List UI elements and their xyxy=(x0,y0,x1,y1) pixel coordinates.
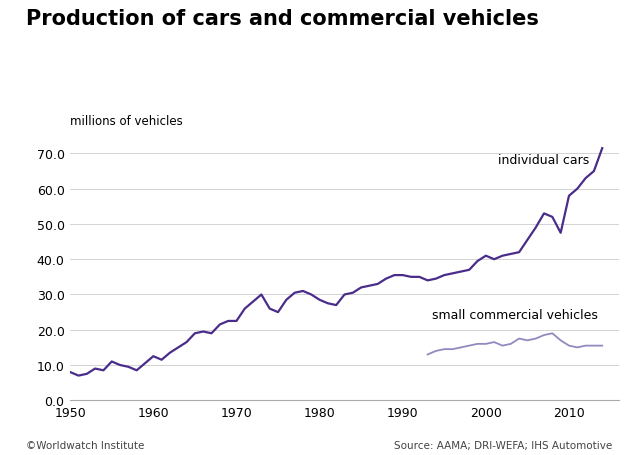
Text: Production of cars and commercial vehicles: Production of cars and commercial vehicl… xyxy=(26,9,538,29)
Text: Source: AAMA; DRI-WEFA; IHS Automotive: Source: AAMA; DRI-WEFA; IHS Automotive xyxy=(394,440,612,450)
Text: small commercial vehicles: small commercial vehicles xyxy=(432,308,598,321)
Text: ©Worldwatch Institute: ©Worldwatch Institute xyxy=(26,440,144,450)
Text: individual cars: individual cars xyxy=(498,153,590,167)
Text: millions of vehicles: millions of vehicles xyxy=(70,114,183,127)
